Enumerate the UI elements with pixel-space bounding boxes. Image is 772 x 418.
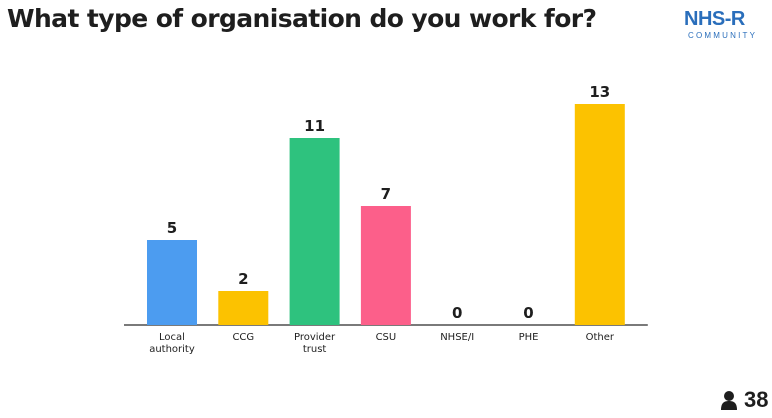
bar-6: [574, 104, 625, 325]
data-label-3: 7: [381, 185, 391, 203]
logo-sub-text: COMMUNITY: [688, 31, 758, 40]
data-label-6: 13: [589, 83, 610, 101]
bar-0: [147, 240, 197, 325]
bar-1: [218, 291, 269, 325]
data-label-5: 0: [523, 304, 533, 322]
data-label-4: 0: [452, 304, 462, 322]
participant-count-value: 38: [744, 387, 769, 412]
data-label-2: 11: [304, 117, 325, 135]
category-label-6: Other: [586, 332, 615, 343]
person-icon: [721, 391, 737, 410]
participant-count: 38: [720, 387, 769, 412]
logo-main-text: NHS-R: [684, 8, 745, 30]
bar-2: [289, 138, 340, 325]
data-label-1: 2: [238, 270, 248, 288]
category-label-0: Local authority: [149, 332, 195, 355]
category-label-1: CCG: [232, 332, 254, 343]
nhsr-community-logo: NHS-R COMMUNITY: [684, 8, 770, 44]
bar-3: [360, 206, 411, 325]
page-title: What type of organisation do you work fo…: [7, 4, 597, 33]
category-label-2: Provider trust: [294, 332, 336, 355]
category-label-5: PHE: [519, 332, 539, 343]
category-label-4: NHSE/I: [440, 332, 474, 343]
data-label-0: 5: [167, 219, 177, 237]
category-label-3: CSU: [376, 332, 397, 343]
